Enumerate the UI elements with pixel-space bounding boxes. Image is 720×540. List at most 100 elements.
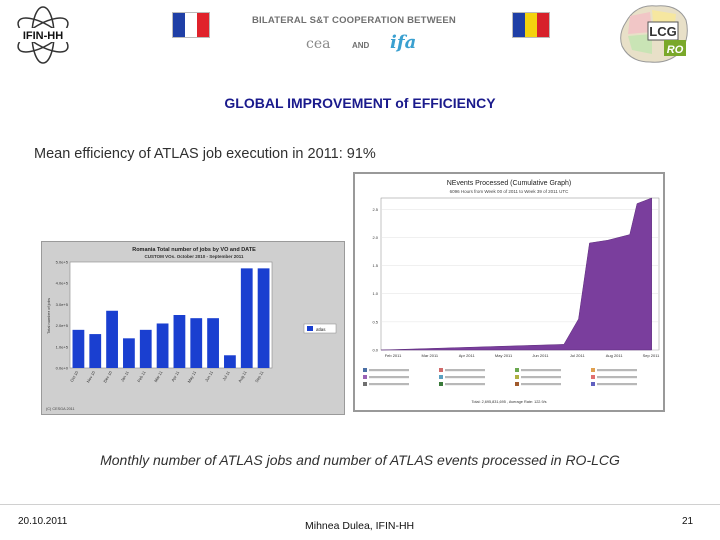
chart1-legend-swatch <box>307 326 313 331</box>
chart2-x-tick-label: Jun 2011 <box>532 353 549 358</box>
figure-caption: Monthly number of ATLAS jobs and number … <box>100 452 620 468</box>
chart2-x-tick-label: May 2011 <box>495 353 513 358</box>
chart1-x-tick-label: Feb 11 <box>136 369 147 383</box>
chart1-x-tick-label: Oct 10 <box>69 369 80 382</box>
chart1-x-tick-label: Mar 11 <box>153 369 164 383</box>
chart1-footer: (C) CESGA 2011 <box>46 407 75 411</box>
chart1-bar <box>139 329 152 368</box>
cea-logo: cea <box>306 36 331 52</box>
chart2-x-tick-label: Sep 2011 <box>643 353 661 358</box>
chart1-bar <box>240 268 253 368</box>
chart1-y-tick-label: 0.0e+0 <box>56 366 69 371</box>
chart2-legend-entry <box>369 376 409 379</box>
chart1-bar <box>173 315 186 368</box>
chart1-x-tick-label: Nov 10 <box>85 369 96 383</box>
chart1-y-tick-label: 2.0e+5 <box>56 323 69 328</box>
chart1-bar <box>106 310 118 368</box>
chart1-bar <box>72 329 85 368</box>
ro-text: RO <box>667 44 684 56</box>
chart2-legend-swatch <box>439 375 443 379</box>
ifin-hh-logo-text: IFIN-HH <box>23 30 63 42</box>
chart2-x-tick-label: Jul 2011 <box>570 353 586 358</box>
page-number: 21 <box>682 516 694 527</box>
cooperation-header: BILATERAL S&T COOPERATION BETWEEN <box>252 15 456 26</box>
chart2-x-tick-label: Mar 2011 <box>422 353 439 358</box>
chart1-legend-label: atlas <box>316 327 326 332</box>
chart2-legend-entry <box>445 383 485 386</box>
footer-author: Mihnea Dulea, IFIN-HH <box>305 520 415 532</box>
chart1-subtitle: CUSTOM VOs. October 2010 - September 201… <box>145 254 244 259</box>
chart2-legend-swatch <box>591 375 595 379</box>
chart1-bar <box>190 318 203 368</box>
slide-title: GLOBAL IMPROVEMENT of EFFICIENCY <box>224 95 496 111</box>
chart2-y-tick-label: 1.5 <box>372 263 378 268</box>
flag-stripe <box>185 13 197 37</box>
chart2-legend-entry <box>369 369 409 372</box>
flag-stripe <box>173 13 185 37</box>
chart1-x-tick-label: Dec 10 <box>102 369 113 383</box>
chart2-legend-swatch <box>591 368 595 372</box>
chart1-bar <box>257 268 270 368</box>
chart1-bar <box>207 318 219 368</box>
lcg-text: LCG <box>649 24 676 39</box>
chart2-area <box>380 197 652 351</box>
chart2-legend-entry <box>597 383 637 386</box>
chart1-bar <box>224 355 236 368</box>
chart2-legend-swatch <box>439 382 443 386</box>
chart2-legend-swatch <box>515 375 519 379</box>
chart2-y-tick-label: 0.0 <box>372 348 378 353</box>
chart2-legend-swatch <box>591 382 595 386</box>
chart2-legend-swatch <box>515 368 519 372</box>
ifin-hh-logo: IFIN-HH <box>17 6 69 64</box>
flag-stripe <box>537 13 549 37</box>
chart2-legend-entry <box>597 376 637 379</box>
chart2-legend-swatch <box>439 368 443 372</box>
chart1-y-tick-label: 5.0e+5 <box>56 260 69 265</box>
chart2-legend-entry <box>445 376 485 379</box>
chart2-y-tick-label: 0.5 <box>372 319 378 324</box>
chart2-y-tick-label: 2.5 <box>372 207 378 212</box>
events-cumulative-chart: NEvents Processed (Cumulative Graph) 609… <box>353 172 665 412</box>
chart1-y-ticks: 0.0e+0 1.0e+5 2.0e+5 3.0e+5 4.0e+5 5.0e+5 <box>56 260 69 371</box>
romania-flag <box>512 12 550 38</box>
chart2-legend-swatch <box>363 375 367 379</box>
chart1-y-tick-label: 1.0e+5 <box>56 344 69 349</box>
jobs-bar-chart-svg: Romania Total number of jobs by VO and D… <box>42 242 344 414</box>
chart2-legend-entry <box>521 376 561 379</box>
chart1-x-tick-label: Jan 11 <box>120 369 131 382</box>
flag-stripe <box>513 13 525 37</box>
chart2-x-tick-label: Feb 2011 <box>385 353 402 358</box>
france-flag <box>172 12 210 38</box>
chart2-legend-swatch <box>363 368 367 372</box>
chart2-y-tick-label: 1.0 <box>372 291 378 296</box>
chart2-subtitle: 6096 Hours from Week 00 of 2011 to Week … <box>450 189 569 194</box>
chart2-legend-entry <box>369 383 409 386</box>
chart1-y-tick-label: 3.0e+5 <box>56 302 69 307</box>
chart2-y-tick-label: 2.0 <box>372 235 378 240</box>
chart1-x-tick-label: Jul 11 <box>221 369 231 381</box>
chart1-x-ticks: Oct 10 Nov 10 Dec 10 Jan 11 Feb 11 Mar 11 Apr … <box>69 369 265 383</box>
flag-stripe <box>525 13 537 37</box>
chart2-x-tick-label: Apr 2011 <box>459 353 476 358</box>
chart2-legend <box>363 368 637 386</box>
slide-subtitle: Mean efficiency of ATLAS job execution i… <box>34 146 376 162</box>
chart1-bar <box>123 338 135 368</box>
chart2-legend-swatch <box>515 382 519 386</box>
chart2-legend-swatch <box>363 382 367 386</box>
chart1-x-tick-label: Apr 11 <box>170 369 180 382</box>
chart2-x-ticks: Feb 2011 Mar 2011 Apr 2011 May 2011 Jun 2011… <box>385 353 660 358</box>
chart2-legend-entry <box>521 369 561 372</box>
footer-date: 20.10.2011 <box>18 516 68 527</box>
chart2-title: NEvents Processed (Cumulative Graph) <box>447 180 572 187</box>
ifa-logo: ifa <box>390 32 417 53</box>
chart2-legend-entry <box>521 383 561 386</box>
flag-stripe <box>197 13 209 37</box>
events-cumulative-chart-svg: NEvents Processed (Cumulative Graph) 609… <box>363 180 660 404</box>
chart1-title: Romania Total number of jobs by VO and D… <box>132 247 256 253</box>
ro-lcg-logo: LCG RO <box>620 5 688 63</box>
chart1-ylabel: Total number of jobs <box>46 298 51 334</box>
chart2-x-tick-label: Aug 2011 <box>606 353 624 358</box>
chart1-x-tick-label: Sep 11 <box>254 369 265 383</box>
chart2-legend-entry <box>445 369 485 372</box>
and-text: AND <box>352 41 370 50</box>
